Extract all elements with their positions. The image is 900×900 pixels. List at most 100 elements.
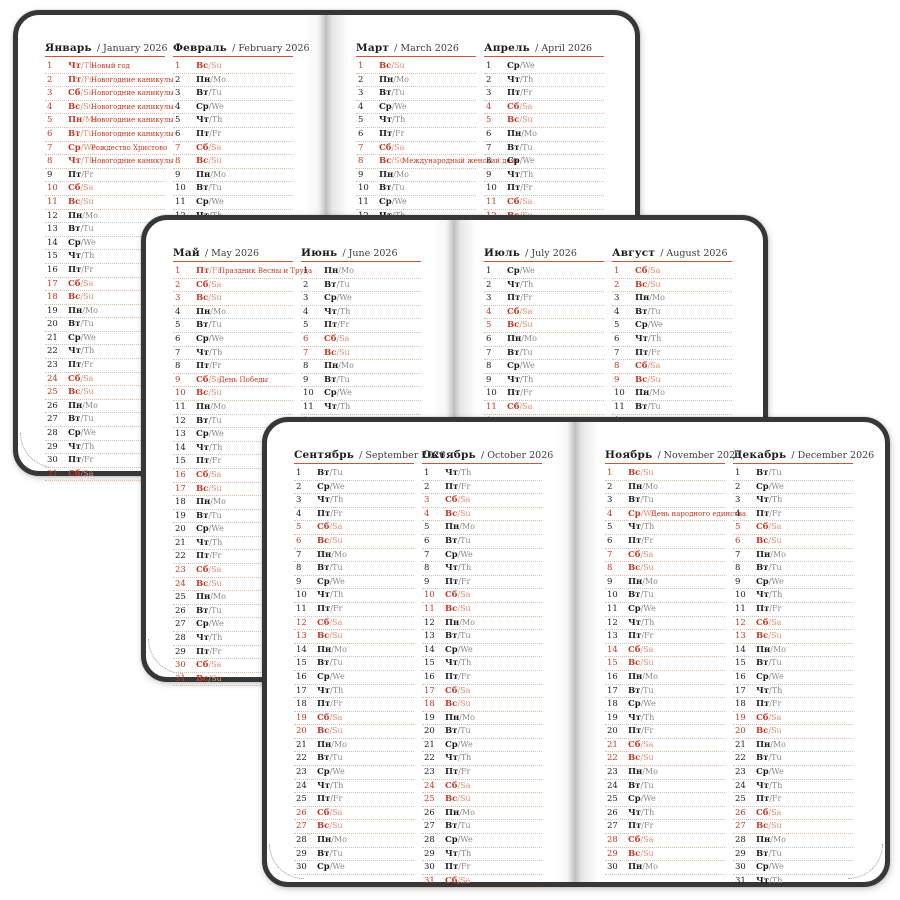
day-number: 19: [424, 712, 435, 723]
day-number: 5: [175, 320, 181, 331]
weekday-ru: Вс: [68, 292, 81, 303]
weekday-label: Вт/Tu: [628, 780, 654, 792]
weekday-en: /Tu: [768, 468, 782, 477]
weekday-ru: Пт: [379, 128, 393, 139]
weekday-ru: Вт: [445, 631, 458, 642]
holiday-note: Международный женский день: [402, 157, 520, 166]
weekday-ru: Вс: [756, 821, 769, 832]
day-number: 15: [735, 658, 746, 669]
weekday-en: /Th: [641, 807, 655, 817]
weekday-ru: Сб: [324, 333, 337, 344]
weekday-label: Сб/Sa: [68, 278, 93, 290]
weekday-label: Пн/Mo: [628, 861, 658, 873]
weekday-en: /Su: [208, 673, 222, 683]
weekday-en: /Su: [457, 603, 471, 613]
day-row: 6 Чт/Th: [612, 333, 732, 347]
weekday-label: Вс/Su: [756, 820, 782, 832]
weekday-en: /Th: [520, 169, 534, 179]
weekday-en: /Su: [208, 156, 222, 166]
day-row: 31 Сб/Sa: [45, 468, 165, 482]
weekday-en: /Tu: [391, 183, 405, 193]
weekday-en: /We: [457, 644, 473, 654]
weekday-en: /Tu: [640, 685, 654, 695]
weekday-en: /Sa: [519, 196, 533, 206]
day-number: 6: [486, 333, 492, 344]
day-number: 11: [486, 196, 497, 207]
day-row: 10 Ср/We: [301, 387, 421, 401]
weekday-en: /Sa: [519, 101, 533, 111]
day-row: 20 Ср/We: [173, 523, 293, 537]
weekday-label: Пн/Mo: [196, 74, 226, 86]
day-row: 1 Ср/We: [484, 265, 604, 279]
weekday-label: Вт/Tu: [756, 848, 782, 860]
weekday-label: Сб/Sa: [196, 564, 221, 576]
weekday-en: /Sa: [208, 374, 222, 384]
weekday-ru: Чт: [324, 401, 338, 412]
weekday-ru: Пт: [507, 183, 521, 194]
weekday-label: Сб/Sa: [628, 549, 653, 561]
weekday-en: /We: [208, 429, 224, 439]
weekday-en: /Sa: [208, 565, 222, 575]
day-row: 14 Ср/We: [45, 237, 165, 251]
weekday-ru: Пт: [635, 347, 649, 358]
weekday-ru: Чт: [68, 441, 82, 452]
day-row: 2 Чт/Th: [484, 279, 604, 293]
weekday-ru: Сб: [196, 142, 209, 153]
holiday-note: Рождество Христово: [91, 143, 168, 152]
weekday-en: /Mo: [82, 210, 98, 220]
weekday-ru: Ср: [445, 549, 458, 560]
weekday-en: /Tu: [329, 563, 343, 573]
weekday-label: Вс/Su: [628, 562, 654, 574]
day-number: 10: [358, 183, 369, 194]
month-name-en: / July 2026: [525, 248, 577, 259]
weekday-label: Вс/Su: [317, 535, 343, 547]
weekday-label: Пн/Mo: [756, 739, 786, 751]
day-number: 13: [175, 429, 186, 440]
day-number: 31: [424, 875, 435, 886]
weekday-en: /Mo: [82, 115, 98, 125]
day-row: 2 Пн/Mo: [356, 74, 476, 88]
day-number: 8: [47, 156, 53, 167]
day-number: 12: [735, 617, 746, 628]
weekday-ru: Чт: [756, 780, 770, 791]
month-title-november: Ноябрь / November 2026: [605, 445, 741, 464]
day-number: 2: [607, 481, 613, 492]
day-row: 1 Сб/Sa: [612, 265, 732, 279]
day-row: 4 Вт/Tu: [612, 306, 732, 320]
day-number: 3: [175, 88, 181, 99]
weekday-ru: Вс: [68, 196, 81, 207]
weekday-ru: Вт: [756, 563, 769, 574]
weekday-ru: Вт: [196, 510, 209, 521]
day-number: 25: [735, 794, 746, 805]
weekday-label: Чт/Th: [317, 780, 343, 792]
day-number: 3: [296, 495, 302, 506]
day-number: 21: [424, 739, 435, 750]
day-row: 23 Пт/Fr: [45, 359, 165, 373]
weekday-ru: Вт: [445, 535, 458, 546]
day-row: 10 Вс/Su: [173, 387, 293, 401]
day-number: 10: [486, 183, 497, 194]
weekday-label: Чт/Th: [196, 537, 222, 549]
day-row: 3 Чт/Th: [733, 494, 853, 508]
day-row: 11 Пт/Fr: [294, 603, 414, 617]
weekday-en: /Su: [80, 292, 94, 302]
weekday-label: Пт/Fr: [68, 169, 93, 181]
weekday-label: Ср/We: [324, 387, 352, 399]
day-number: 10: [607, 590, 618, 601]
weekday-ru: Пт: [324, 320, 338, 331]
weekday-en: /Tu: [457, 726, 471, 736]
day-row: 9 Ср/We: [733, 576, 853, 590]
day-number: 6: [424, 535, 430, 546]
weekday-ru: Пн: [317, 644, 332, 655]
weekday-ru: Ср: [445, 739, 458, 750]
day-row: 6 Вт/Tu: [422, 535, 542, 549]
weekday-en: /Th: [458, 468, 472, 477]
day-row: 21 Ср/We: [422, 739, 542, 753]
weekday-ru: Вт: [628, 780, 641, 791]
weekday-ru: Вт: [317, 658, 330, 669]
weekday-label: Чт/Th: [507, 279, 533, 291]
weekday-ru: Пт: [628, 821, 642, 832]
weekday-label: Вс/Su: [628, 657, 654, 669]
day-row: 11 Ср/We: [605, 603, 725, 617]
weekday-ru: Вт: [317, 563, 330, 574]
